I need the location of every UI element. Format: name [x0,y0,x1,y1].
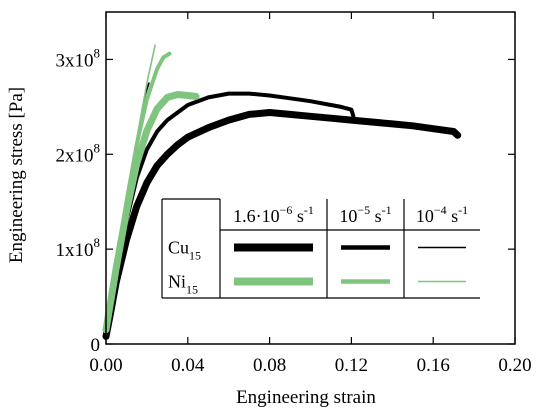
series-layer [102,44,462,340]
y-tick-label: 0 [91,335,101,356]
x-axis-label: Engineering strain [236,387,376,408]
y-tick-label: 3x108 [56,45,101,71]
legend: 1.6·10−6 s-1 10−5 s-1 10−4 s-1 Cu15 Ni15 [161,198,480,299]
x-tick-label: 0.00 [89,355,122,376]
y-tick-label: 1x108 [56,235,101,261]
y-tick-label: 2x108 [56,140,101,166]
legend-material-label: Ni15 [168,272,198,297]
x-tick-label: 0.04 [171,355,205,376]
legend-material-label: Cu15 [168,238,201,263]
x-tick-label: 0.08 [253,355,286,376]
series-line-ni15-5 [105,44,156,331]
y-axis-label: Engineering stress [Pa] [6,87,27,263]
series-line-cu15-0 [102,109,462,340]
legend-rate-header: 10−4 s-1 [416,203,468,226]
x-tick-label: 0.16 [417,355,450,376]
ticks-layer: 0.00 0.04 0.08 0.12 0.16 0.20 0 1x108 2x108 3x108 [56,12,532,376]
legend-rate-header: 10−5 s-1 [339,203,391,226]
x-tick-label: 0.12 [335,355,368,376]
plot-frame [105,11,516,345]
x-tick-label: 0.20 [498,355,531,376]
legend-rate-header: 1.6·10−6 s-1 [233,203,314,226]
